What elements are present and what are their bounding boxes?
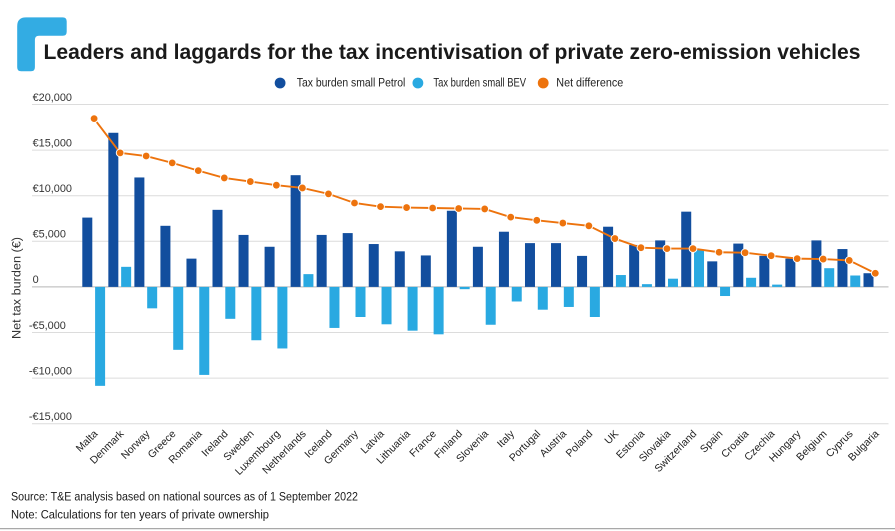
svg-text:-€5,000: -€5,000: [29, 320, 66, 332]
svg-text:Leaders and laggards for the t: Leaders and laggards for the tax incenti…: [44, 41, 861, 64]
svg-text:Tax burden small BEV: Tax burden small BEV: [433, 76, 526, 90]
svg-text:-€15,000: -€15,000: [29, 411, 72, 423]
svg-text:€20,000: €20,000: [33, 92, 72, 104]
svg-text:Net difference: Net difference: [556, 76, 623, 90]
svg-text:Net tax burden (€): Net tax burden (€): [12, 237, 24, 339]
svg-text:€5,000: €5,000: [33, 229, 66, 241]
svg-text:Tax burden small Petrol: Tax burden small Petrol: [297, 76, 406, 90]
svg-text:Note: Calculations for ten yea: Note: Calculations for ten years of priv…: [11, 508, 269, 522]
svg-text:€15,000: €15,000: [33, 137, 72, 149]
svg-text:0: 0: [33, 274, 39, 286]
svg-text:€10,000: €10,000: [33, 183, 72, 195]
svg-text:-€10,000: -€10,000: [29, 365, 72, 377]
svg-text:Source: T&E analysis based on: Source: T&E analysis based on national s…: [11, 490, 358, 504]
